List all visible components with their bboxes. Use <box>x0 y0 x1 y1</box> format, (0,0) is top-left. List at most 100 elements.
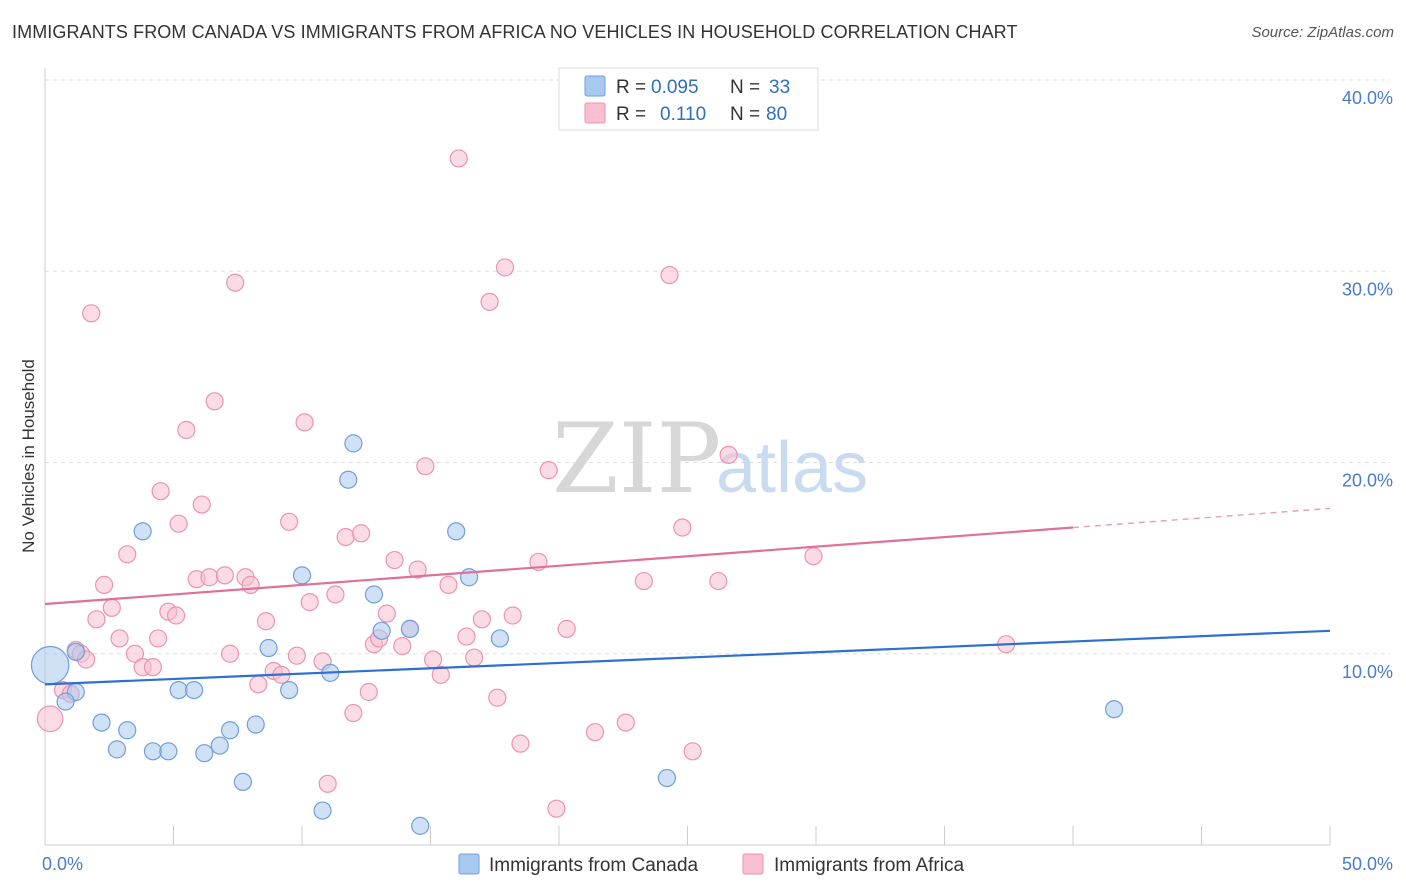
y-tick-label-3: 40.0% <box>1342 88 1393 108</box>
africa-point-53 <box>423 650 443 669</box>
legend-r-value-canada: 0.095 <box>651 77 699 98</box>
bottom-legend-swatch-africa <box>742 853 764 875</box>
africa-point-10 <box>110 629 129 648</box>
legend-n-value-africa: 80 <box>766 104 787 125</box>
africa-point-0 <box>36 705 64 733</box>
x-tick-label-1: 50.0% <box>1342 854 1393 874</box>
africa-point-66 <box>539 461 558 480</box>
africa-point-63 <box>503 606 522 625</box>
africa-point-49 <box>393 636 412 656</box>
canada-point-22 <box>339 470 358 489</box>
watermark: ZIP atlas <box>552 403 868 515</box>
africa-point-29 <box>241 575 260 595</box>
africa-point-27 <box>226 273 245 292</box>
legend-r-label-africa: R = <box>616 104 646 125</box>
africa-point-34 <box>280 512 299 531</box>
africa-point-42 <box>344 703 363 723</box>
africa-point-8 <box>95 575 114 595</box>
y-tick-label-0: 10.0% <box>1342 662 1393 682</box>
africa-point-18 <box>166 606 186 625</box>
africa-point-67 <box>547 799 566 818</box>
africa-point-74 <box>673 518 692 537</box>
africa-point-59 <box>472 610 491 629</box>
canada-point-9 <box>159 742 178 761</box>
africa-trend-line <box>44 526 1074 606</box>
africa-point-47 <box>377 604 396 623</box>
canada-point-10 <box>169 680 188 700</box>
africa-point-51 <box>408 560 427 579</box>
canada-point-25 <box>372 621 391 640</box>
africa-point-15 <box>148 629 168 648</box>
africa-point-14 <box>143 658 163 677</box>
bottom-legend-swatch-canada <box>458 853 480 875</box>
africa-point-57 <box>457 627 476 646</box>
canada-point-13 <box>210 736 229 755</box>
source-label: Source: ZipAtlas.com <box>1251 24 1394 41</box>
africa-point-24 <box>205 392 224 411</box>
africa-point-31 <box>256 612 276 631</box>
canada-point-8 <box>143 742 163 761</box>
africa-point-76 <box>709 571 728 591</box>
africa-point-71 <box>616 713 635 732</box>
canada-point-30 <box>490 629 509 648</box>
canada-point-18 <box>280 680 299 700</box>
africa-point-68 <box>557 619 576 638</box>
legend-n-value-canada: 33 <box>769 77 790 98</box>
y-tick-label-1: 20.0% <box>1342 471 1393 491</box>
africa-point-22 <box>192 495 211 514</box>
africa-point-60 <box>480 292 499 311</box>
africa-point-25 <box>215 566 234 585</box>
canada-point-23 <box>344 434 363 453</box>
africa-point-12 <box>125 644 145 663</box>
africa-point-19 <box>169 514 188 533</box>
legend-n-label-africa: N = <box>730 104 760 125</box>
y-axis-label: No Vehicles in Household <box>19 359 38 553</box>
bottom-legend-label-canada: Immigrants from Canada <box>489 855 699 876</box>
africa-point-54 <box>431 665 450 684</box>
chart-title: IMMIGRANTS FROM CANADA VS IMMIGRANTS FRO… <box>12 22 1018 42</box>
canada-point-27 <box>411 816 430 835</box>
africa-point-40 <box>326 585 345 604</box>
legend-n-label-canada: N = <box>730 77 760 98</box>
canada-point-2 <box>56 692 75 711</box>
africa-point-44 <box>359 682 378 702</box>
watermark-zip: ZIP <box>552 403 721 515</box>
africa-point-52 <box>416 457 435 476</box>
africa-point-20 <box>177 420 196 440</box>
canada-point-15 <box>233 772 252 791</box>
canada-trend-line <box>44 629 1331 686</box>
legend-r-label-canada: R = <box>616 77 646 98</box>
africa-point-16 <box>151 482 170 501</box>
canada-point-11 <box>184 680 204 700</box>
x-tick-label-0: 0.0% <box>42 854 83 874</box>
canada-point-7 <box>133 522 152 541</box>
canada-point-20 <box>313 801 332 820</box>
canada-point-26 <box>400 619 420 638</box>
bottom-legend-label-africa: Immigrants from Africa <box>774 855 964 876</box>
canada-point-24 <box>364 585 384 604</box>
series-africa-points <box>36 88 1016 818</box>
africa-trend-extension <box>1072 507 1331 529</box>
africa-point-48 <box>385 550 404 570</box>
canada-point-28 <box>447 522 466 541</box>
africa-point-30 <box>249 675 268 694</box>
canada-point-0 <box>30 645 70 685</box>
africa-point-58 <box>465 648 484 667</box>
canada-point-3 <box>66 642 85 661</box>
canada-point-4 <box>92 713 111 732</box>
africa-point-9 <box>102 598 121 617</box>
africa-point-11 <box>118 545 137 564</box>
legend: R = 0.095 N = 33 R = 0.110 N = 80 <box>558 67 819 131</box>
africa-point-55 <box>439 575 458 595</box>
africa-point-37 <box>300 593 319 612</box>
canada-point-14 <box>220 721 240 740</box>
africa-point-78 <box>804 547 823 566</box>
africa-point-61 <box>488 688 507 707</box>
legend-r-value-africa: 0.110 <box>660 104 706 125</box>
bottom-legend: Immigrants from Canada Immigrants from A… <box>458 853 964 876</box>
legend-swatch-canada <box>584 75 606 97</box>
africa-point-72 <box>634 571 653 591</box>
series-canada-points <box>30 434 1124 835</box>
canada-point-31 <box>657 768 677 788</box>
